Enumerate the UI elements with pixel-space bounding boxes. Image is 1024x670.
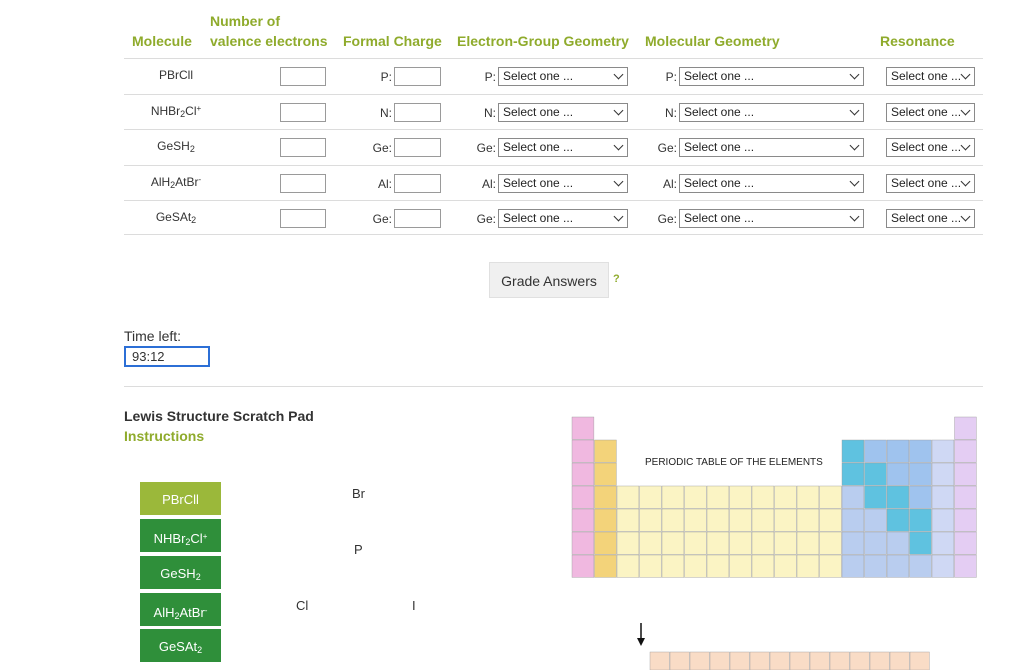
formal-charge-atom-label: Al:: [377, 177, 392, 191]
resonance-select[interactable]: Select one ...: [886, 138, 975, 157]
resonance-select[interactable]: Select one ...: [886, 103, 975, 122]
chevron-down-icon: [613, 140, 624, 151]
molecule-button[interactable]: GeSAt2: [140, 629, 221, 664]
chevron-down-icon: [849, 176, 860, 187]
molecule-formula: NHBr2Cl+: [150, 104, 202, 119]
answer-row: NHBr2Cl+ N: N: Select one ... N: Select one .…: [124, 94, 983, 129]
egg-select[interactable]: Select one ...: [498, 67, 628, 86]
col-header-egg: Electron-Group Geometry: [457, 33, 629, 49]
formal-charge-atom-label: N:: [380, 106, 392, 120]
chevron-down-icon: [849, 140, 860, 151]
resonance-select[interactable]: Select one ...: [886, 67, 975, 86]
egg-atom-label: N:: [484, 106, 496, 120]
help-icon[interactable]: ?: [613, 273, 620, 285]
answer-row: PBrCll P: P: Select one ... P: Select one ...…: [124, 58, 983, 93]
chevron-down-icon: [960, 105, 971, 116]
col-header-mg: Molecular Geometry: [645, 33, 780, 49]
molecule-formula: GeSH2: [157, 139, 195, 154]
mg-atom-label: Al:: [662, 177, 677, 191]
egg-select[interactable]: Select one ...: [498, 174, 628, 193]
valence-electrons-input[interactable]: [280, 103, 326, 122]
periodic-table-title: PERIODIC TABLE OF THE ELEMENTS: [645, 457, 823, 468]
col-header-valence-line2: valence electrons: [210, 33, 328, 49]
mg-select[interactable]: Select one ...: [679, 103, 864, 122]
mg-select[interactable]: Select one ...: [679, 174, 864, 193]
formal-charge-atom-label: Ge:: [372, 141, 392, 155]
scratch-pad-title: Lewis Structure Scratch Pad: [124, 408, 314, 424]
chevron-down-icon: [849, 105, 860, 116]
valence-electrons-input[interactable]: [280, 138, 326, 157]
chevron-down-icon: [960, 176, 971, 187]
formal-charge-input[interactable]: [394, 67, 441, 86]
mg-select[interactable]: Select one ...: [679, 67, 864, 86]
valence-electrons-input[interactable]: [280, 67, 326, 86]
answer-row: GeSAt2 Ge: Ge: Select one ... Ge: Select one …: [124, 200, 983, 235]
molecule-formula: GeSAt2: [155, 210, 197, 225]
formal-charge-atom-label: P:: [380, 70, 392, 84]
molecule-button[interactable]: AlH2AtBr-: [140, 593, 221, 628]
chevron-down-icon: [613, 176, 624, 187]
valence-electrons-input[interactable]: [280, 209, 326, 228]
chevron-down-icon: [613, 211, 624, 222]
molecule-button[interactable]: NHBr2Cl+: [140, 519, 221, 554]
chevron-down-icon: [613, 69, 624, 80]
resonance-select[interactable]: Select one ...: [886, 209, 975, 228]
answer-row: AlH2AtBr- Al: Al: Select one ... Al: Select o…: [124, 165, 983, 200]
mg-atom-label: N:: [665, 106, 677, 120]
formal-charge-input[interactable]: [394, 138, 441, 157]
chevron-down-icon: [849, 211, 860, 222]
formal-charge-input[interactable]: [394, 209, 441, 228]
formal-charge-input[interactable]: [394, 103, 441, 122]
section-divider: [124, 386, 983, 387]
formal-charge-input[interactable]: [394, 174, 441, 193]
chevron-down-icon: [613, 105, 624, 116]
col-header-valence-line1: Number of: [210, 13, 280, 29]
egg-atom-label: Ge:: [476, 141, 496, 155]
answer-row: GeSH2 Ge: Ge: Select one ... Ge: Select one .…: [124, 129, 983, 164]
instructions-link[interactable]: Instructions: [124, 428, 205, 444]
molecule-button[interactable]: PBrCll: [140, 482, 221, 517]
col-header-valence: Number of valence electrons: [210, 12, 328, 50]
mg-select[interactable]: Select one ...: [679, 138, 864, 157]
egg-select[interactable]: Select one ...: [498, 103, 628, 122]
egg-select[interactable]: Select one ...: [498, 209, 628, 228]
molecule-formula: PBrCll: [158, 68, 193, 82]
egg-select[interactable]: Select one ...: [498, 138, 628, 157]
formal-charge-atom-label: Ge:: [372, 212, 392, 226]
periodic-table-image: PERIODIC TABLE OF THE ELEMENTS: [571, 416, 977, 670]
molecule-button[interactable]: GeSH2: [140, 556, 221, 591]
molecule-formula: AlH2AtBr-: [150, 175, 202, 190]
egg-atom-label: Al:: [481, 177, 496, 191]
atom-p[interactable]: P: [354, 542, 363, 557]
mg-atom-label: P:: [665, 70, 677, 84]
col-header-resonance: Resonance: [880, 33, 955, 49]
egg-atom-label: Ge:: [476, 212, 496, 226]
time-left-label: Time left:: [124, 328, 182, 344]
chevron-down-icon: [960, 69, 971, 80]
chevron-down-icon: [960, 140, 971, 151]
atom-i[interactable]: I: [412, 598, 416, 613]
time-left-field[interactable]: 93:12: [124, 346, 210, 367]
mg-atom-label: Ge:: [657, 141, 677, 155]
grade-answers-button[interactable]: Grade Answers: [489, 262, 609, 298]
col-header-formal-charge: Formal Charge: [343, 33, 442, 49]
atom-br[interactable]: Br: [352, 486, 365, 501]
chevron-down-icon: [849, 69, 860, 80]
mg-atom-label: Ge:: [657, 212, 677, 226]
col-header-molecule: Molecule: [132, 33, 192, 49]
chevron-down-icon: [960, 211, 971, 222]
atom-cl[interactable]: Cl: [296, 598, 309, 613]
resonance-select[interactable]: Select one ...: [886, 174, 975, 193]
mg-select[interactable]: Select one ...: [679, 209, 864, 228]
egg-atom-label: P:: [484, 70, 496, 84]
valence-electrons-input[interactable]: [280, 174, 326, 193]
